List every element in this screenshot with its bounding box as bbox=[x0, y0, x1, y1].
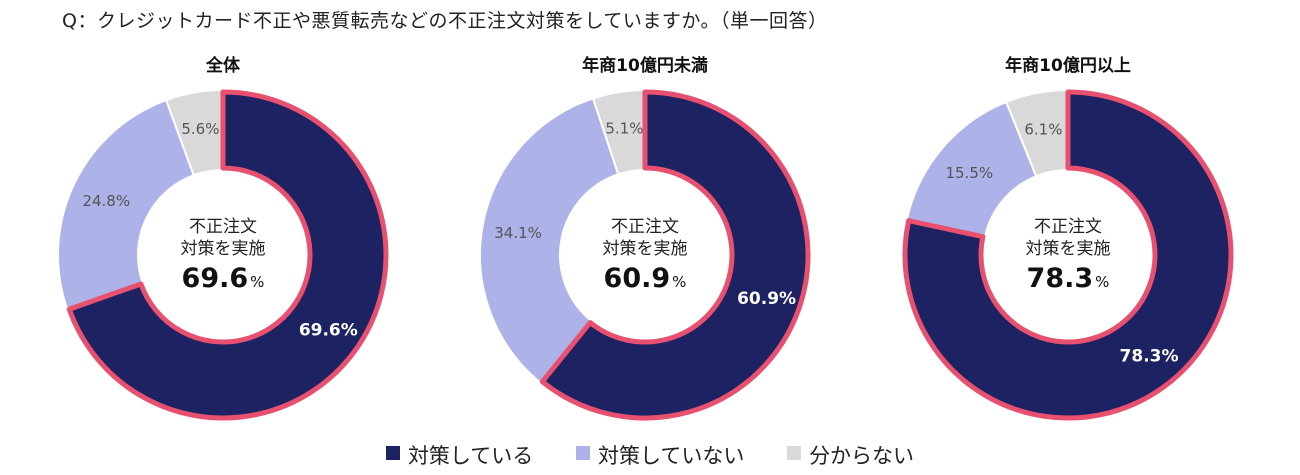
slice-label-not-implemented: 24.8% bbox=[82, 192, 130, 210]
slice-label-implemented: 78.3% bbox=[1120, 346, 1179, 366]
center-value: 78.3% bbox=[1027, 263, 1110, 294]
center-value: 69.6% bbox=[182, 263, 265, 294]
center-label-line2: 対策を実施 bbox=[1026, 239, 1111, 259]
highlight-outline bbox=[66, 89, 389, 421]
legend-label-not-implemented: 対策していない bbox=[598, 444, 745, 468]
center-label-line1: 不正注文 bbox=[1034, 217, 1102, 237]
slice-not-implemented bbox=[57, 98, 195, 312]
chart-title: 年商10億円以上 bbox=[1005, 55, 1131, 76]
legend-swatch-unknown bbox=[787, 446, 802, 460]
center-label-line2: 対策を実施 bbox=[603, 239, 688, 259]
center-label-line2: 対策を実施 bbox=[181, 239, 266, 259]
slice-label-unknown: 5.6% bbox=[181, 120, 219, 138]
slice-label-unknown: 6.1% bbox=[1024, 120, 1062, 138]
chart-title: 年商10億円未満 bbox=[582, 55, 708, 76]
slice-label-implemented: 69.6% bbox=[299, 321, 358, 341]
center-value: 60.9% bbox=[604, 263, 687, 294]
legend-label-unknown: 分からない bbox=[809, 444, 915, 468]
slice-label-implemented: 60.9% bbox=[737, 289, 796, 309]
chart-title: 全体 bbox=[205, 55, 241, 76]
question-title: Q：クレジットカード不正や悪質転売などの不正注文対策をしていますか。（単一回答） bbox=[62, 10, 828, 32]
legend: 対策している 対策していない 分からない bbox=[0, 440, 1300, 470]
slice-label-not-implemented: 34.1% bbox=[494, 224, 542, 242]
center-label-line1: 不正注文 bbox=[189, 217, 257, 237]
legend-swatch-implemented bbox=[385, 446, 400, 460]
legend-item-implemented: 対策している bbox=[385, 440, 534, 470]
slice-not-implemented bbox=[905, 100, 1038, 239]
center-label-line1: 不正注文 bbox=[611, 217, 679, 237]
legend-swatch-not-implemented bbox=[576, 446, 590, 460]
slice-not-implemented bbox=[479, 97, 620, 385]
highlight-outline bbox=[902, 89, 1234, 421]
slice-label-not-implemented: 15.5% bbox=[945, 164, 993, 182]
highlight-outline bbox=[539, 89, 811, 421]
legend-item-unknown: 分からない bbox=[787, 440, 914, 470]
legend-item-not-implemented: 対策していない bbox=[576, 440, 744, 470]
legend-label-implemented: 対策している bbox=[407, 444, 534, 468]
slice-label-unknown: 5.1% bbox=[605, 120, 643, 138]
